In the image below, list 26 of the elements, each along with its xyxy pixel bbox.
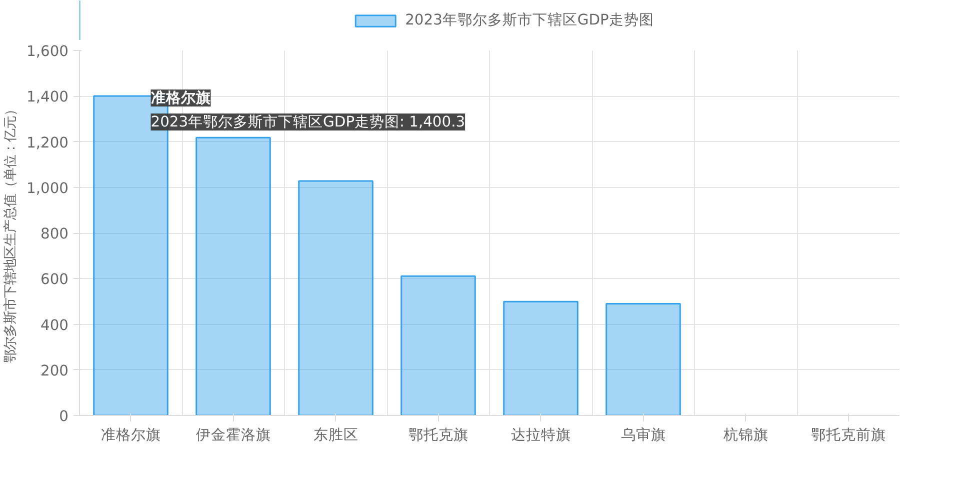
y-tick-label: 800 — [40, 226, 69, 242]
bar — [298, 180, 374, 416]
x-tick-label: 乌审旗 — [620, 426, 666, 444]
y-tick-label: 1,000 — [26, 180, 69, 197]
y-tick-label: 200 — [40, 362, 69, 380]
x-tick-label: 鄂托克前旗 — [810, 426, 886, 444]
y-tick-label: 600 — [40, 271, 69, 288]
bar — [400, 275, 476, 416]
bar — [196, 136, 271, 416]
y-tick-label: 0 — [59, 408, 69, 425]
y-tick-label: 1,200 — [26, 134, 69, 152]
legend-label: 2023年鄂尔多斯市下辖区GDP走势图 — [405, 10, 654, 30]
x-tick-label: 杭锦旗 — [722, 426, 768, 444]
bar — [503, 300, 578, 416]
annotation: 准格尔旗 — [150, 90, 211, 107]
x-tick-label: 准格尔旗 — [100, 426, 161, 444]
x-tick-label: 伊金霍洛旗 — [196, 426, 271, 444]
y-axis-title: 鄂尔多斯市下辖地区生产总值（单位：亿元） — [4, 103, 19, 363]
x-tick-label: 达拉特旗 — [510, 426, 571, 444]
y-tick-label: 1,400 — [26, 88, 69, 106]
x-tick-label: 东胜区 — [313, 426, 358, 444]
y-tick-label: 1,600 — [26, 43, 69, 60]
x-tick-label: 鄂托克旗 — [408, 426, 468, 444]
annotation: 2023年鄂尔多斯市下辖区GDP走势图: 1,400.3 — [150, 114, 466, 131]
y-tick-label: 400 — [40, 316, 69, 334]
bar — [606, 302, 681, 416]
